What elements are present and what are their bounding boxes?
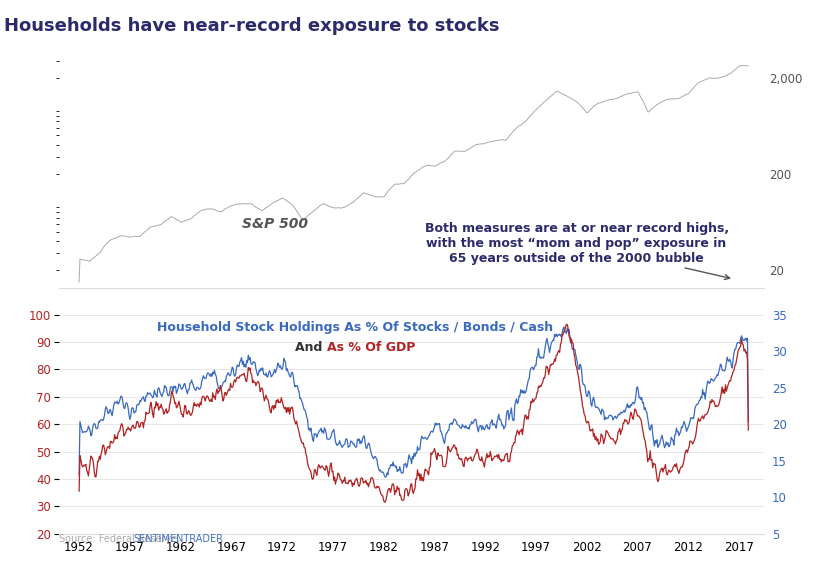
- Text: SENTIMENTRADER: SENTIMENTRADER: [133, 534, 223, 544]
- Text: Both measures are at or near record highs,
with the most “mom and pop” exposure : Both measures are at or near record high…: [424, 222, 730, 280]
- Text: Household Stock Holdings As % Of Stocks / Bonds / Cash: Household Stock Holdings As % Of Stocks …: [157, 321, 554, 334]
- Text: And: And: [295, 341, 327, 354]
- Text: Households have near-record exposure to stocks: Households have near-record exposure to …: [4, 17, 500, 35]
- Text: As % Of GDP: As % Of GDP: [327, 341, 415, 354]
- Text: S&P 500: S&P 500: [242, 216, 307, 231]
- Text: Source: Federal Reserve,: Source: Federal Reserve,: [59, 534, 183, 544]
